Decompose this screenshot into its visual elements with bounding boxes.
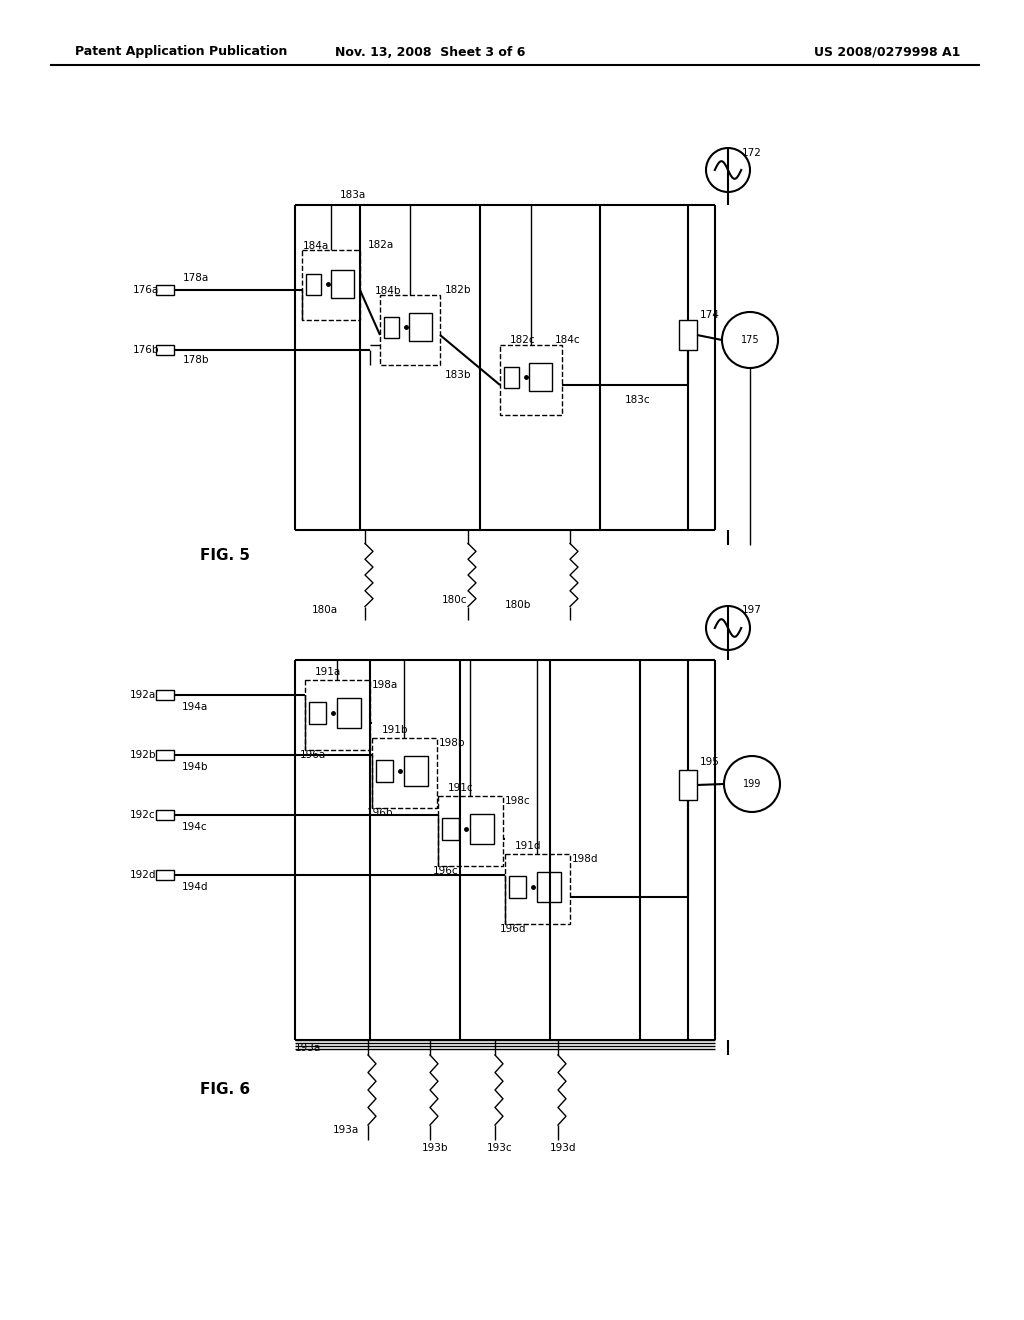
Bar bbox=[380, 294, 440, 366]
Text: 193b: 193b bbox=[422, 1143, 449, 1152]
Text: 196c: 196c bbox=[433, 866, 459, 876]
Text: 182b: 182b bbox=[445, 285, 471, 294]
Bar bbox=[438, 796, 503, 866]
Text: 191c: 191c bbox=[449, 783, 474, 793]
Bar bbox=[156, 285, 174, 296]
Bar bbox=[309, 702, 326, 725]
Bar bbox=[156, 870, 174, 880]
Text: 182c: 182c bbox=[510, 335, 536, 345]
Bar bbox=[505, 854, 570, 924]
Bar bbox=[156, 689, 174, 701]
Bar bbox=[156, 809, 174, 821]
Text: 178a: 178a bbox=[183, 273, 209, 282]
Text: 176b: 176b bbox=[133, 345, 160, 355]
Text: FIG. 5: FIG. 5 bbox=[200, 548, 250, 562]
Circle shape bbox=[706, 606, 750, 649]
Text: 194a: 194a bbox=[182, 702, 208, 711]
Bar bbox=[679, 770, 697, 800]
Bar bbox=[537, 873, 561, 902]
Circle shape bbox=[706, 148, 750, 191]
Bar bbox=[376, 760, 392, 783]
Text: 197: 197 bbox=[742, 605, 762, 615]
Text: 198b: 198b bbox=[439, 738, 466, 748]
Bar bbox=[509, 875, 525, 898]
Text: 196d: 196d bbox=[500, 924, 526, 935]
Text: 193c: 193c bbox=[487, 1143, 513, 1152]
Bar bbox=[337, 698, 361, 729]
Text: 183b: 183b bbox=[445, 370, 471, 380]
Bar bbox=[409, 313, 431, 341]
Text: 184b: 184b bbox=[375, 286, 401, 296]
Text: 198c: 198c bbox=[505, 796, 530, 807]
Bar bbox=[469, 814, 495, 843]
Text: 191b: 191b bbox=[382, 725, 409, 735]
Circle shape bbox=[724, 756, 780, 812]
Text: 193a: 193a bbox=[295, 1043, 322, 1053]
Text: Patent Application Publication: Patent Application Publication bbox=[75, 45, 288, 58]
Text: 184c: 184c bbox=[555, 335, 581, 345]
Text: 192d: 192d bbox=[130, 870, 157, 880]
Text: 195: 195 bbox=[700, 756, 720, 767]
Text: 192a: 192a bbox=[130, 690, 157, 700]
Text: 194d: 194d bbox=[182, 882, 209, 892]
Text: 180a: 180a bbox=[312, 605, 338, 615]
Text: 175: 175 bbox=[740, 335, 760, 345]
Bar bbox=[504, 367, 519, 388]
Text: 192b: 192b bbox=[130, 750, 157, 760]
Text: 196a: 196a bbox=[300, 750, 327, 760]
Text: 198a: 198a bbox=[372, 680, 398, 690]
Bar bbox=[156, 345, 174, 355]
Bar bbox=[331, 271, 353, 298]
Text: 172: 172 bbox=[742, 148, 762, 158]
Text: 196b: 196b bbox=[367, 808, 393, 818]
Circle shape bbox=[722, 312, 778, 368]
Text: 183c: 183c bbox=[625, 395, 650, 405]
Text: 176a: 176a bbox=[133, 285, 160, 294]
Text: 182a: 182a bbox=[368, 240, 394, 249]
Text: US 2008/0279998 A1: US 2008/0279998 A1 bbox=[814, 45, 961, 58]
Bar bbox=[529, 363, 552, 391]
Bar bbox=[302, 249, 360, 319]
Text: 184a: 184a bbox=[303, 242, 330, 251]
Text: 194c: 194c bbox=[182, 822, 208, 832]
Bar bbox=[156, 750, 174, 760]
Text: 180c: 180c bbox=[442, 595, 468, 605]
Bar bbox=[306, 273, 321, 294]
Text: 180b: 180b bbox=[505, 601, 531, 610]
Bar bbox=[305, 680, 370, 750]
Text: 183a: 183a bbox=[340, 190, 367, 201]
Text: 193d: 193d bbox=[550, 1143, 577, 1152]
Text: 198d: 198d bbox=[572, 854, 598, 865]
Text: 194b: 194b bbox=[182, 762, 209, 772]
Text: Nov. 13, 2008  Sheet 3 of 6: Nov. 13, 2008 Sheet 3 of 6 bbox=[335, 45, 525, 58]
Text: 191d: 191d bbox=[515, 841, 542, 851]
Text: 199: 199 bbox=[742, 779, 761, 789]
Text: 178b: 178b bbox=[183, 355, 210, 366]
Text: 174: 174 bbox=[700, 310, 720, 319]
Text: 193a: 193a bbox=[333, 1125, 359, 1135]
Bar bbox=[384, 317, 399, 338]
Bar bbox=[372, 738, 437, 808]
Text: 191a: 191a bbox=[315, 667, 341, 677]
Bar bbox=[500, 345, 562, 414]
Text: FIG. 6: FIG. 6 bbox=[200, 1082, 250, 1097]
Text: 192c: 192c bbox=[130, 810, 156, 820]
Bar bbox=[679, 319, 697, 350]
Bar bbox=[403, 756, 428, 785]
Bar bbox=[442, 818, 459, 841]
